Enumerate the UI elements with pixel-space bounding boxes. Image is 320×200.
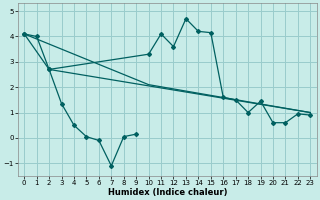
X-axis label: Humidex (Indice chaleur): Humidex (Indice chaleur) <box>108 188 227 197</box>
